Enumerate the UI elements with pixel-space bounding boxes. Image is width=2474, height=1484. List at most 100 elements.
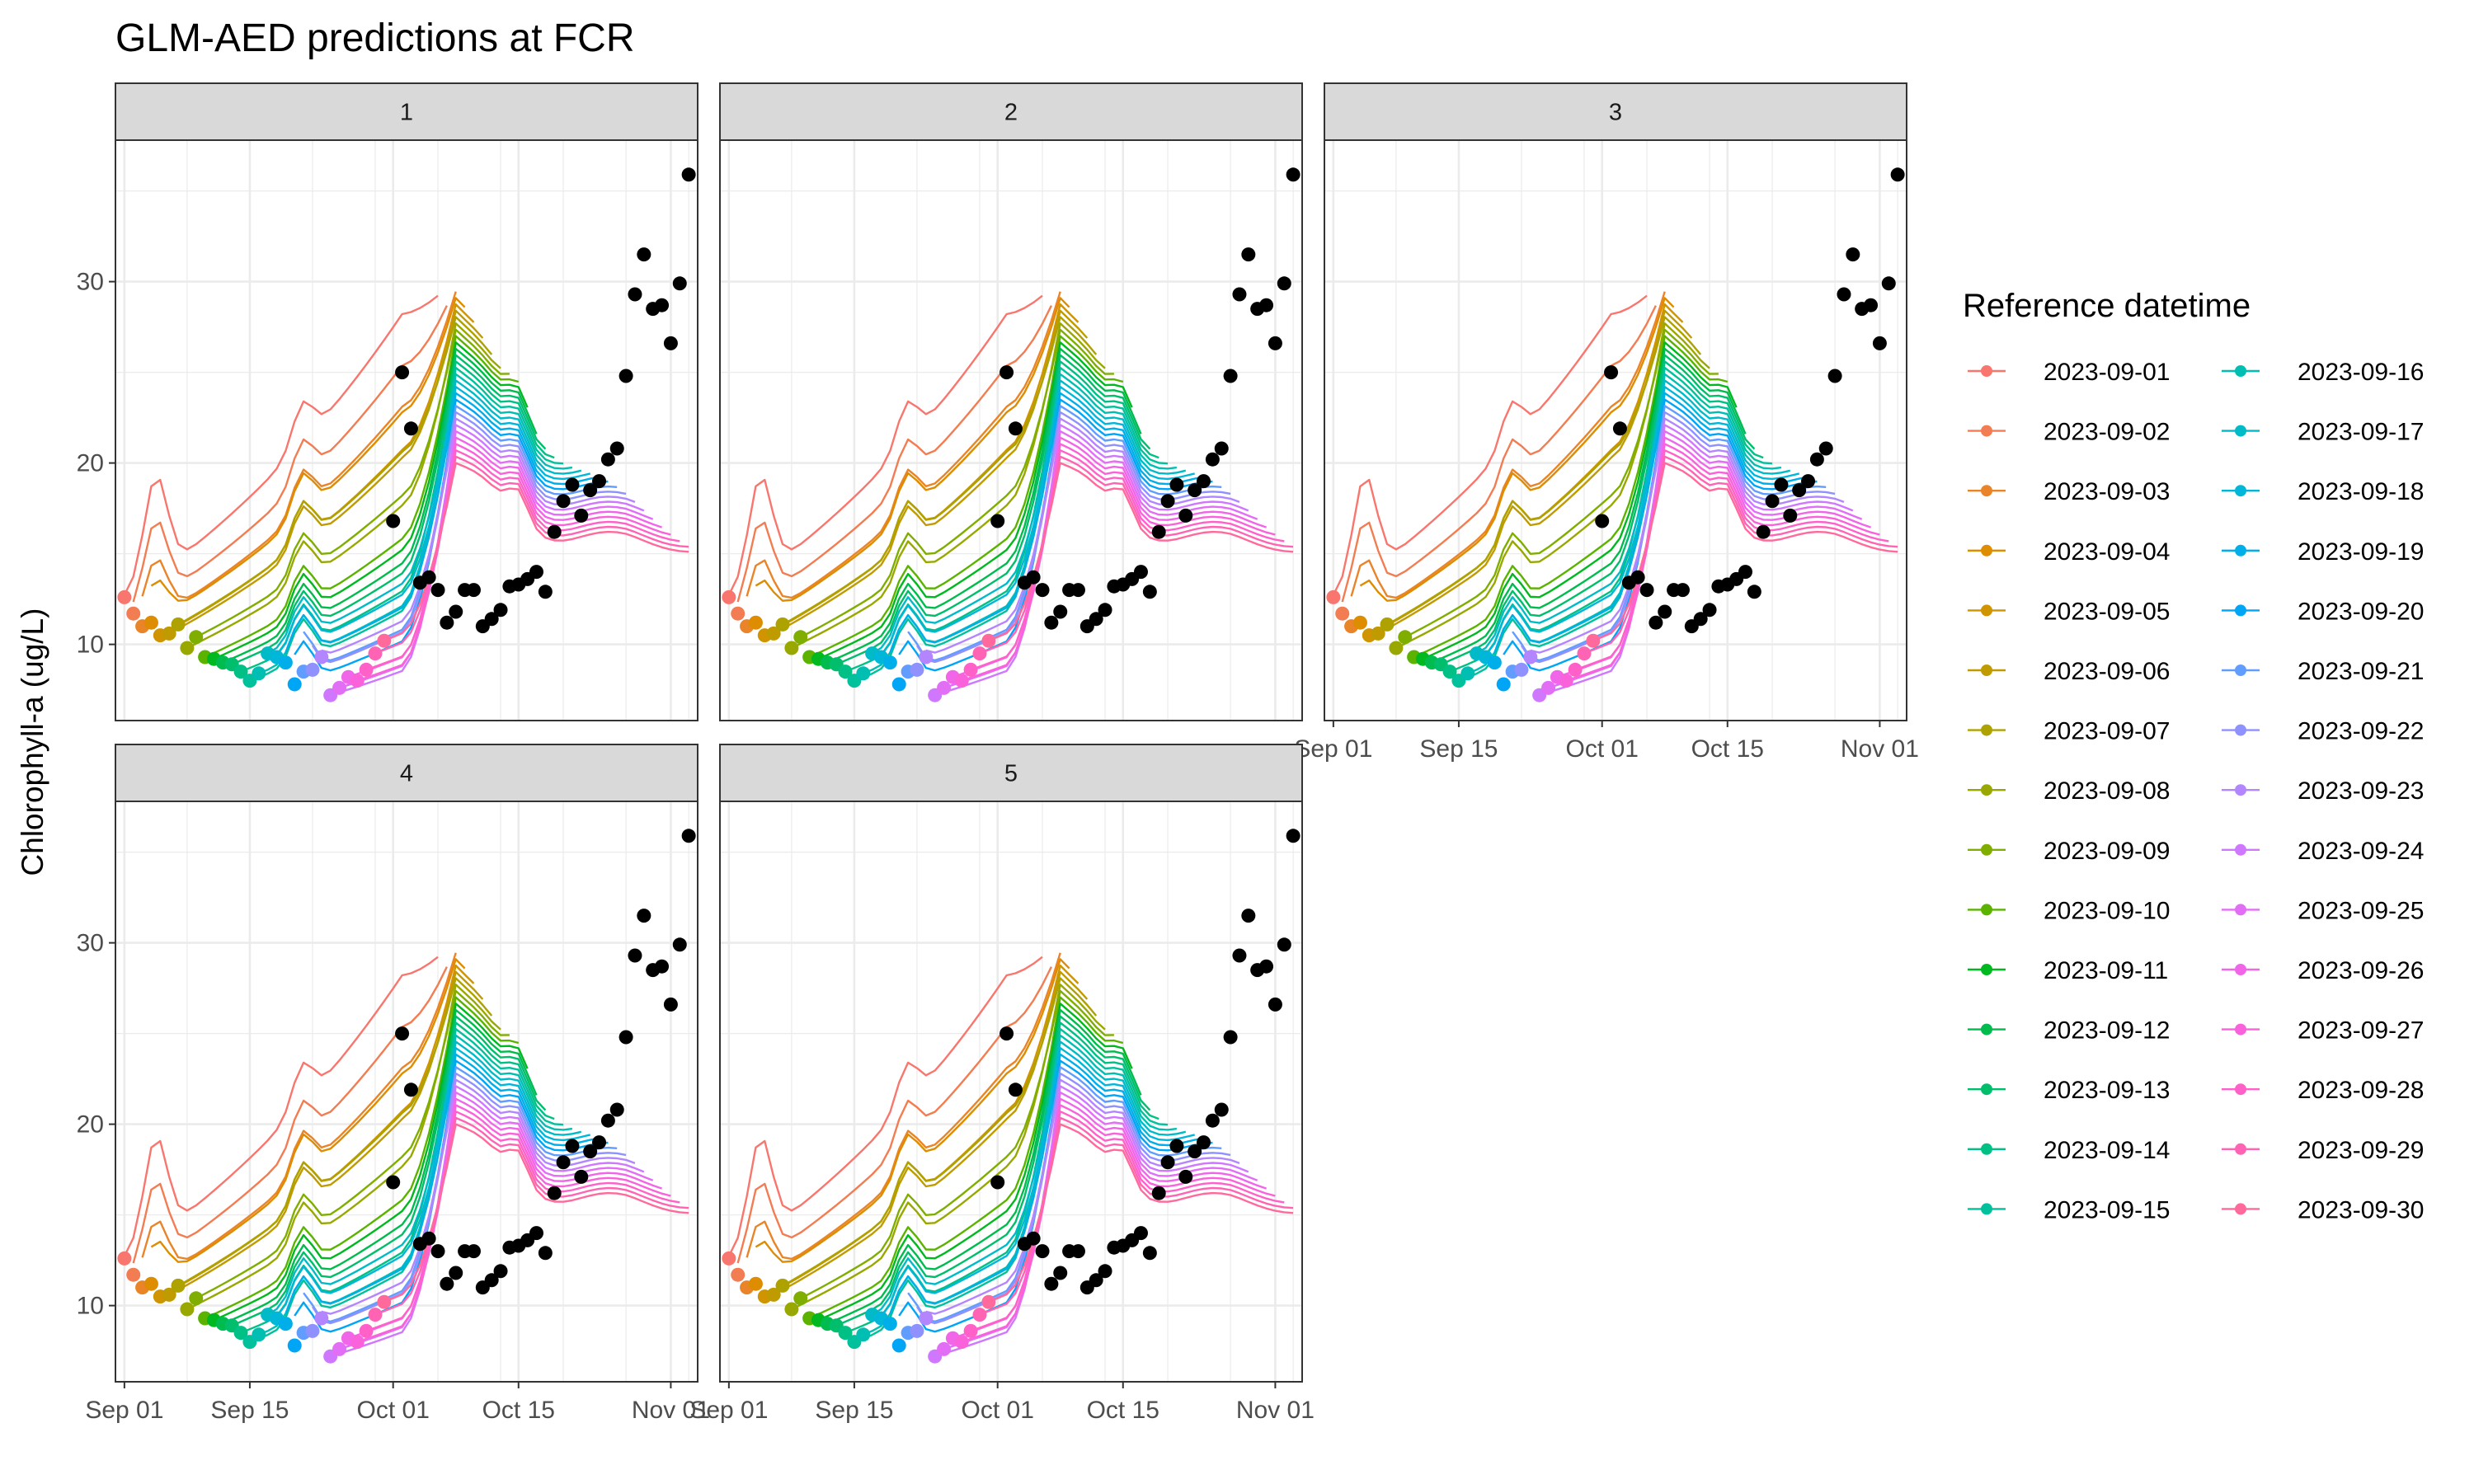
legend-key-point — [1981, 425, 1992, 437]
y-tick-label: 30 — [77, 930, 104, 957]
observation-point — [421, 1231, 436, 1246]
observation-point — [1630, 570, 1645, 585]
forecast-line-2023-09-12 — [222, 1008, 538, 1325]
forecast-line-2023-09-13 — [1440, 354, 1756, 665]
legend-label: 2023-09-24 — [2298, 838, 2424, 865]
forecast-line-2023-09-30 — [988, 462, 1294, 642]
legend-item: 2023-09-12 — [1968, 1017, 2170, 1045]
forecast-start-point — [126, 606, 141, 621]
observation-point — [1872, 336, 1887, 350]
forecast-start-point — [972, 1308, 987, 1322]
observation-point — [663, 997, 678, 1012]
facet-strip — [115, 82, 698, 141]
forecast-line-2023-09-30 — [383, 1123, 689, 1303]
legend-key-point — [2235, 904, 2246, 916]
legend-key-point — [2235, 1083, 2246, 1096]
observation-point — [1277, 276, 1291, 291]
forecast-line-2023-09-24 — [330, 1085, 645, 1357]
y-tick-label: 20 — [77, 1111, 104, 1139]
forecast-line-2023-09-22 — [915, 1072, 1231, 1325]
observation-point — [440, 615, 454, 630]
observation-point — [1774, 477, 1789, 492]
forecast-start-point — [377, 1294, 392, 1309]
forecast-start-point — [359, 662, 374, 677]
forecast-line-2023-09-18 — [880, 1047, 1195, 1317]
observation-point — [1639, 583, 1654, 598]
legend-label: 2023-09-15 — [2044, 1196, 2170, 1223]
forecast-start-point — [981, 1294, 996, 1309]
observation-point — [565, 477, 580, 492]
x-tick-label: Oct 15 — [482, 1397, 555, 1424]
legend-key-point — [1981, 1083, 1992, 1096]
legend-label: 2023-09-10 — [2044, 897, 2170, 924]
forecast-line-2023-09-28 — [1574, 449, 1889, 671]
observation-point — [592, 1135, 607, 1150]
observation-point — [1197, 474, 1211, 489]
observation-point — [672, 937, 687, 952]
observation-point — [556, 1155, 571, 1170]
forecast-start-point — [856, 1327, 871, 1342]
legend-item: 2023-09-26 — [2222, 957, 2424, 984]
panel-border — [115, 801, 698, 1383]
forecast-start-point — [171, 617, 186, 632]
forecast-line-2023-09-30 — [383, 462, 689, 642]
forecast-line-2023-09-09 — [800, 328, 1114, 638]
forecast-start-point — [775, 617, 790, 632]
legend-key-point — [2235, 1203, 2246, 1215]
observation-point — [1178, 508, 1193, 523]
observation-point — [1846, 247, 1860, 262]
observation-point — [1223, 1030, 1238, 1045]
forecast-start-point — [305, 1323, 320, 1338]
observation-point — [1259, 959, 1274, 974]
forecast-start-point — [1352, 615, 1367, 630]
observation-point — [529, 1226, 543, 1241]
observation-point — [1133, 565, 1148, 580]
forecast-line-2023-09-12 — [826, 1008, 1142, 1325]
forecast-start-point — [748, 1276, 763, 1291]
forecast-line-2023-09-24 — [934, 424, 1249, 696]
observation-point — [1286, 829, 1300, 843]
legend-label: 2023-09-08 — [2044, 777, 2170, 805]
forecast-line-2023-09-29 — [979, 1116, 1294, 1316]
legend-label: 2023-09-11 — [2044, 957, 2168, 984]
forecast-start-point — [162, 1287, 176, 1302]
forecast-line-2023-09-24 — [1539, 424, 1854, 696]
forecast-line-2023-09-25 — [339, 430, 654, 689]
forecast-start-point — [332, 680, 347, 695]
forecast-start-point — [722, 589, 736, 604]
forecast-line-2023-09-18 — [1484, 386, 1799, 656]
forecast-start-point — [981, 633, 996, 648]
y-tick-label: 10 — [77, 1293, 104, 1320]
observation-point — [600, 452, 615, 467]
observation-point — [1223, 369, 1238, 383]
forecast-line-2023-09-01 — [727, 956, 1043, 1257]
x-tick-label: Sep 01 — [85, 1397, 163, 1424]
forecast-line-2023-09-09 — [195, 989, 510, 1299]
forecast-start-point — [332, 1341, 347, 1356]
observation-point — [1214, 441, 1229, 456]
observation-point — [484, 1273, 499, 1288]
observation-point — [1035, 1244, 1050, 1259]
forecast-start-point — [314, 650, 329, 665]
forecast-line-2023-09-04 — [755, 958, 1070, 1263]
forecast-line-2023-09-11 — [214, 341, 529, 660]
legend-key-point — [1981, 604, 1992, 617]
forecast-line-2023-09-23 — [321, 1078, 636, 1315]
observation-point — [1214, 1102, 1229, 1117]
facet-panel-4: 4 10 20 30 Sep 01 Sep 15 Oct 01 Oct 15 Nov 01 — [77, 744, 710, 1424]
legend-item: 2023-09-17 — [2222, 419, 2424, 446]
legend-key-point — [1981, 1203, 1992, 1215]
forecast-line-2023-09-22 — [915, 411, 1231, 664]
observation-point — [1133, 1226, 1148, 1241]
forecast-start-point — [162, 626, 176, 641]
observation-point — [440, 1276, 454, 1291]
forecast-line-2023-09-02 — [736, 966, 1052, 1264]
observation-point — [999, 1026, 1014, 1041]
observation-point — [672, 276, 687, 291]
legend-label: 2023-09-12 — [2044, 1017, 2170, 1045]
forecast-line-2023-09-09 — [195, 328, 510, 638]
observation-point — [1792, 483, 1807, 498]
forecast-line-2023-09-02 — [132, 305, 448, 603]
legend-label: 2023-09-14 — [2044, 1137, 2170, 1164]
